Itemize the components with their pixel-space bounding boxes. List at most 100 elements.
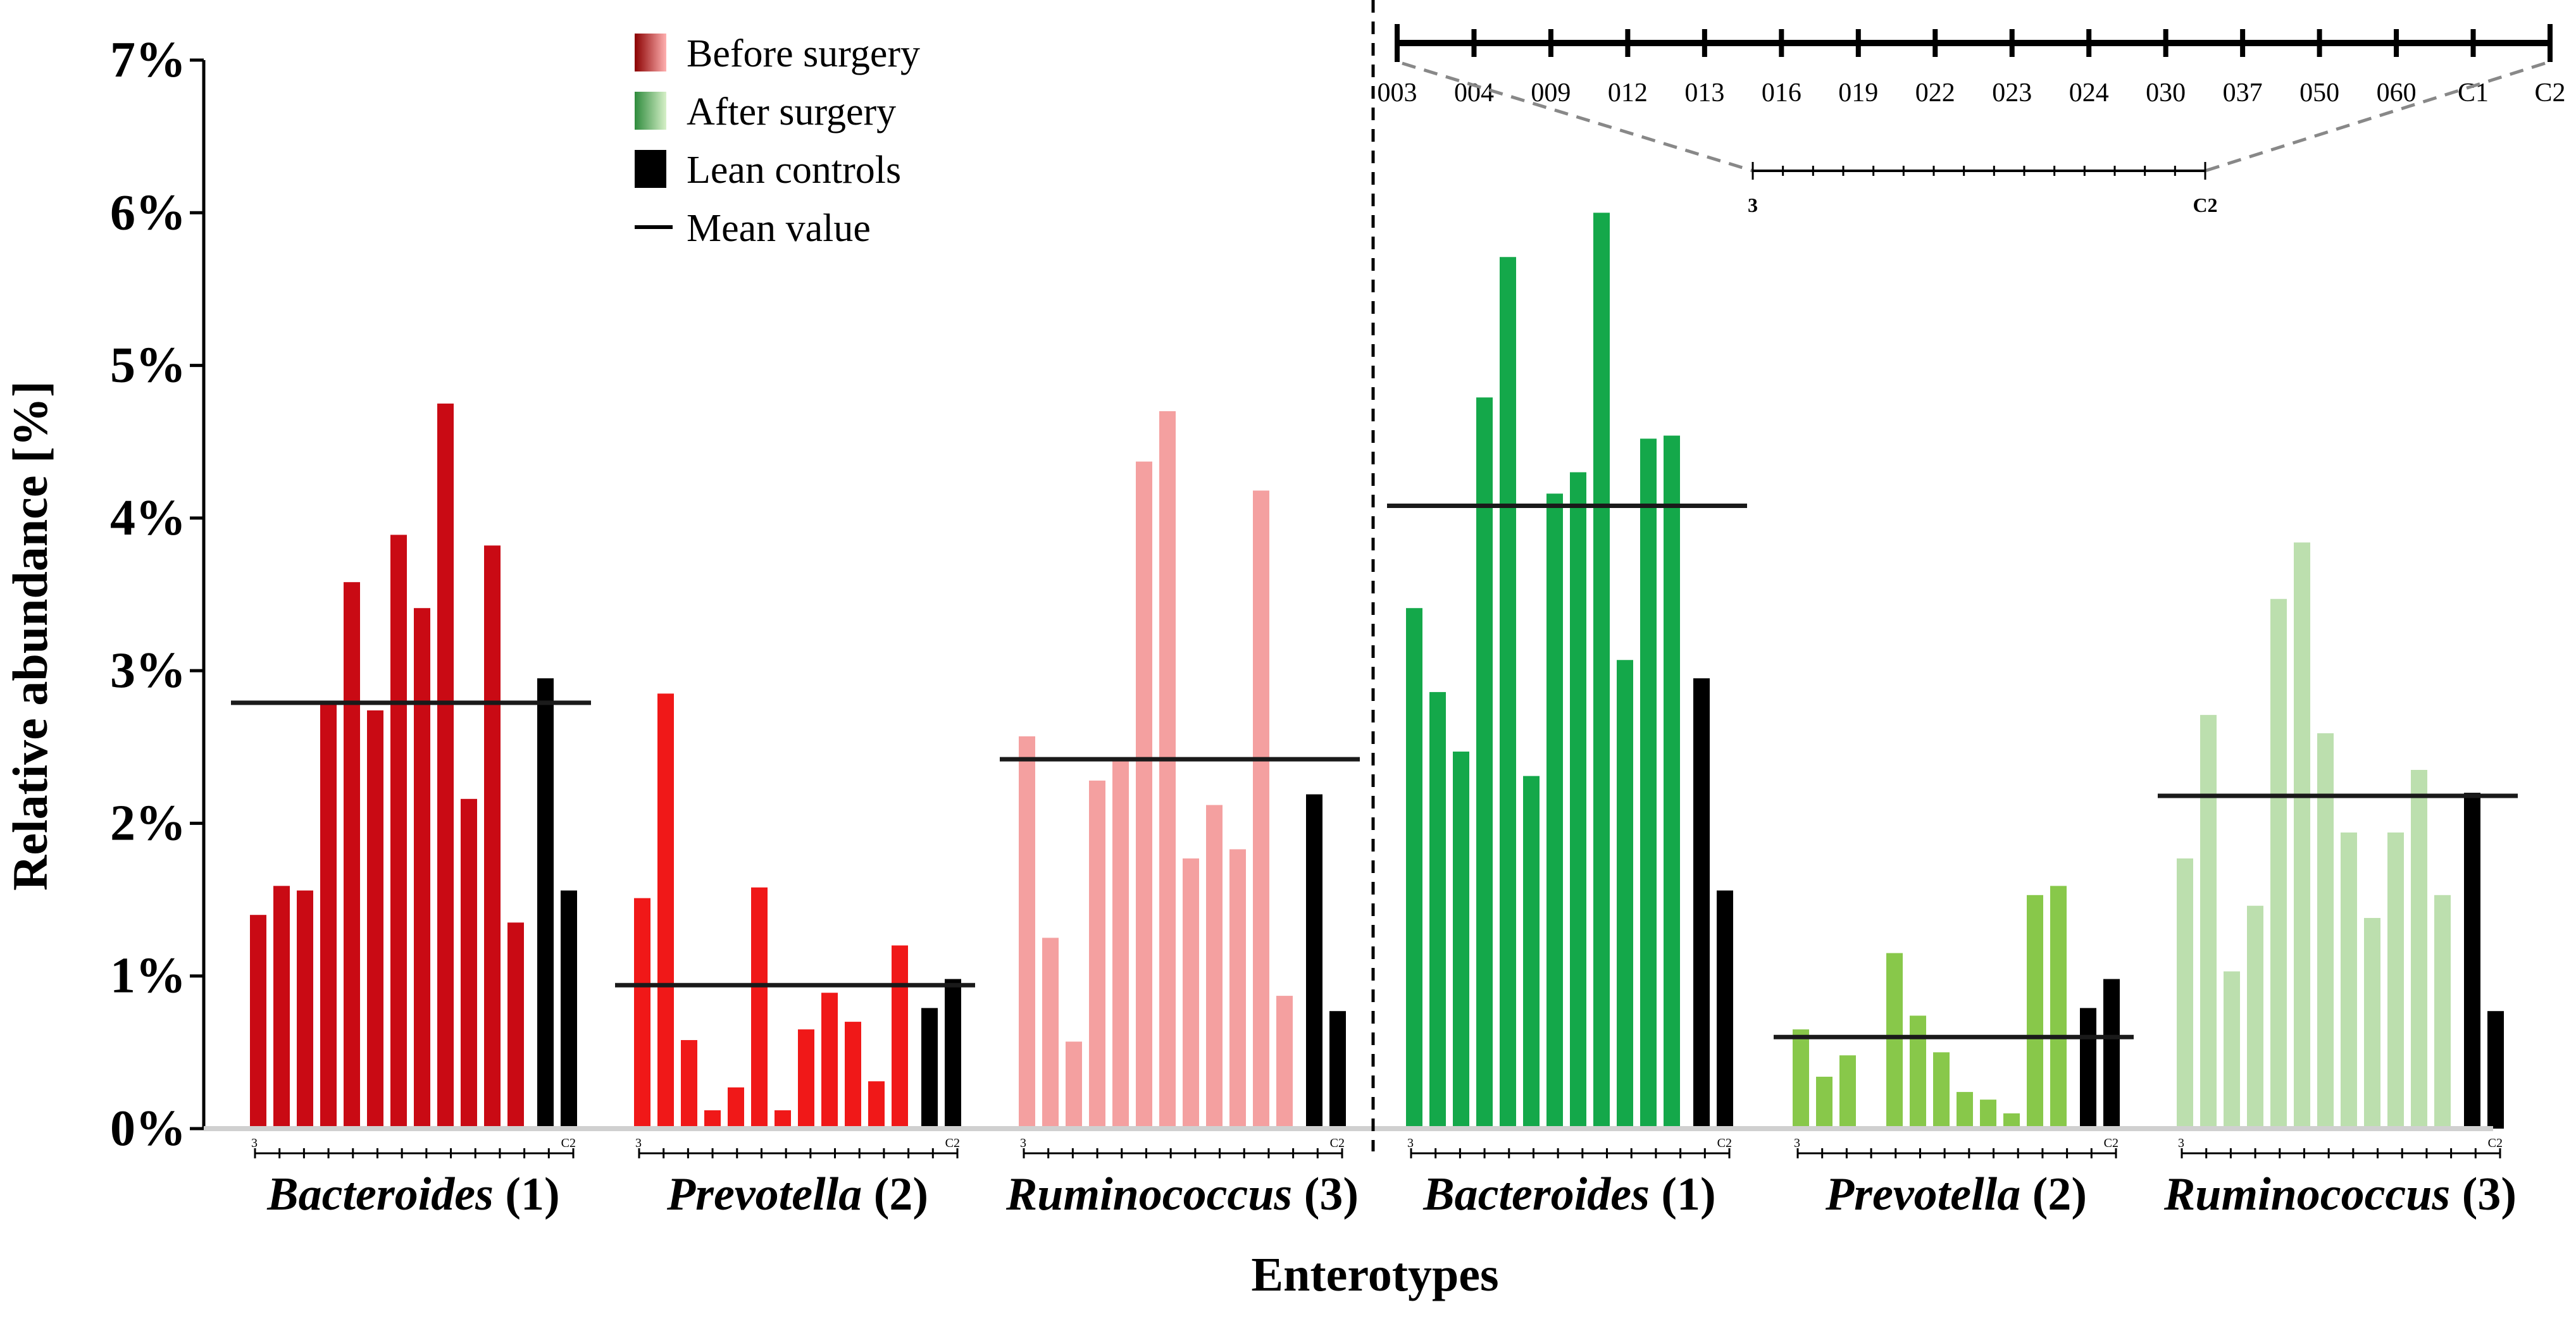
y-axis-label: Relative abundance [%] xyxy=(3,381,58,891)
bar-patient xyxy=(2341,832,2357,1129)
patient-id-label: 050 xyxy=(2299,78,2339,108)
bar-patient xyxy=(367,710,383,1129)
bar-patient xyxy=(1640,438,1657,1129)
bar-patient xyxy=(2434,895,2451,1129)
group-scale-start-label: 3 xyxy=(251,1136,258,1150)
zoom-connector-left xyxy=(1402,61,1753,173)
patient-id-label: C1 xyxy=(2458,78,2489,108)
bar-patient xyxy=(250,915,266,1129)
chart-bars xyxy=(231,213,2518,1129)
patient-id-label: 037 xyxy=(2223,78,2263,108)
legend-label: After surgery xyxy=(687,90,896,133)
bar-lean-control xyxy=(2103,979,2120,1129)
bar-lean-control xyxy=(1306,794,1322,1129)
bar-patient xyxy=(775,1110,791,1129)
y-tick-label: 0% xyxy=(110,1101,186,1156)
enterotype-name: Bacteroides xyxy=(1422,1168,1650,1220)
patient-id-label: 012 xyxy=(1608,78,1648,108)
bar-patient xyxy=(273,886,290,1129)
bar-patient xyxy=(1933,1052,1950,1129)
bar-patient xyxy=(1183,858,1199,1129)
patient-id-label: 022 xyxy=(1915,78,1955,108)
bar-patient xyxy=(2387,832,2404,1129)
bar-patient xyxy=(1664,435,1680,1129)
bar-lean-control xyxy=(561,890,577,1129)
bar-patient xyxy=(1839,1055,1856,1129)
bar-patient xyxy=(461,798,477,1129)
group-scale-end-label: C2 xyxy=(945,1136,960,1150)
bar-patient xyxy=(344,582,360,1129)
bar-patient xyxy=(2411,769,2427,1129)
bar-patient xyxy=(821,993,838,1129)
bar-patient xyxy=(320,704,337,1129)
legend-label: Lean controls xyxy=(687,149,901,192)
group-scale-end-label: C2 xyxy=(1330,1136,1345,1150)
bar-patient xyxy=(798,1029,814,1129)
enterotype-suffix: (1) xyxy=(494,1168,560,1220)
group-scale-start-label: 3 xyxy=(2178,1136,2184,1150)
bar-lean-control xyxy=(1329,1011,1346,1129)
patient-id-label: 024 xyxy=(2069,78,2109,108)
mini-scale-start-label: 3 xyxy=(1748,194,1758,216)
bar-lean-control xyxy=(1693,678,1710,1129)
enterotype-suffix: (2) xyxy=(2020,1168,2087,1220)
bar-patient xyxy=(2200,715,2217,1129)
bar-patient xyxy=(1523,776,1540,1129)
enterotype-suffix: (2) xyxy=(862,1168,928,1220)
bar-patient xyxy=(437,403,454,1129)
bar-patient xyxy=(1019,736,1035,1129)
bar-patient xyxy=(2027,895,2043,1129)
group-scale-start-label: 3 xyxy=(1794,1136,1800,1150)
bar-patient xyxy=(1570,472,1586,1129)
group-scale-start-label: 3 xyxy=(1020,1136,1026,1150)
legend-swatch xyxy=(635,150,666,188)
enterotype-suffix: (3) xyxy=(1292,1168,1359,1220)
bar-patient xyxy=(2177,858,2193,1129)
chart-legend: Before surgery After surgery Lean controls… xyxy=(635,32,920,250)
patient-id-label: 016 xyxy=(1762,78,1801,108)
group-scale-start-label: 3 xyxy=(635,1136,642,1150)
bar-patient xyxy=(1546,493,1563,1129)
bar-patient xyxy=(1429,691,1446,1129)
enterotype-suffix: (3) xyxy=(2450,1168,2517,1220)
enterotype-name: Prevotella xyxy=(666,1168,862,1220)
bar-patient xyxy=(2224,971,2240,1129)
bar-patient xyxy=(657,693,674,1129)
bar-patient xyxy=(1500,257,1516,1129)
bar-patient xyxy=(1957,1092,1973,1129)
group-scale-start-label: 3 xyxy=(1407,1136,1414,1150)
y-tick-label: 7% xyxy=(110,32,186,88)
group-scale-end-label: C2 xyxy=(2488,1136,2503,1150)
bar-lean-control xyxy=(2487,1011,2504,1129)
patient-id-label: 019 xyxy=(1838,78,1878,108)
legend-label: Before surgery xyxy=(687,32,920,75)
legend-swatch xyxy=(635,92,666,130)
group-label: Prevotella (2) xyxy=(666,1168,928,1220)
bar-patient xyxy=(634,898,650,1129)
bar-patient xyxy=(2317,733,2334,1129)
bar-patient xyxy=(390,535,407,1129)
group-label: Ruminococcus (3) xyxy=(2163,1168,2517,1220)
legend-label: Mean value xyxy=(687,207,871,250)
bar-lean-control xyxy=(945,979,961,1129)
bar-patient xyxy=(1617,660,1633,1129)
y-tick-label: 1% xyxy=(110,948,186,1004)
bar-patient xyxy=(1910,1015,1926,1129)
group-scale-end-label: C2 xyxy=(1717,1136,1732,1150)
bar-patient xyxy=(484,545,501,1129)
group-label: Prevotella (2) xyxy=(1825,1168,2087,1220)
bar-patient xyxy=(2270,598,2287,1129)
bar-patient xyxy=(1136,461,1152,1129)
mini-scale-end-label: C2 xyxy=(2193,194,2217,216)
bar-patient xyxy=(868,1081,885,1129)
bar-patient xyxy=(2247,905,2263,1129)
bar-lean-control xyxy=(2464,793,2480,1129)
zoom-connector-right xyxy=(2205,61,2546,173)
bar-patient xyxy=(1089,780,1105,1129)
bar-lean-control xyxy=(1717,890,1733,1129)
enterotype-name: Prevotella xyxy=(1825,1168,2020,1220)
bar-patient xyxy=(1229,849,1246,1129)
bar-patient xyxy=(2050,886,2067,1129)
bar-patient xyxy=(681,1040,697,1129)
bar-patient xyxy=(1159,411,1176,1129)
